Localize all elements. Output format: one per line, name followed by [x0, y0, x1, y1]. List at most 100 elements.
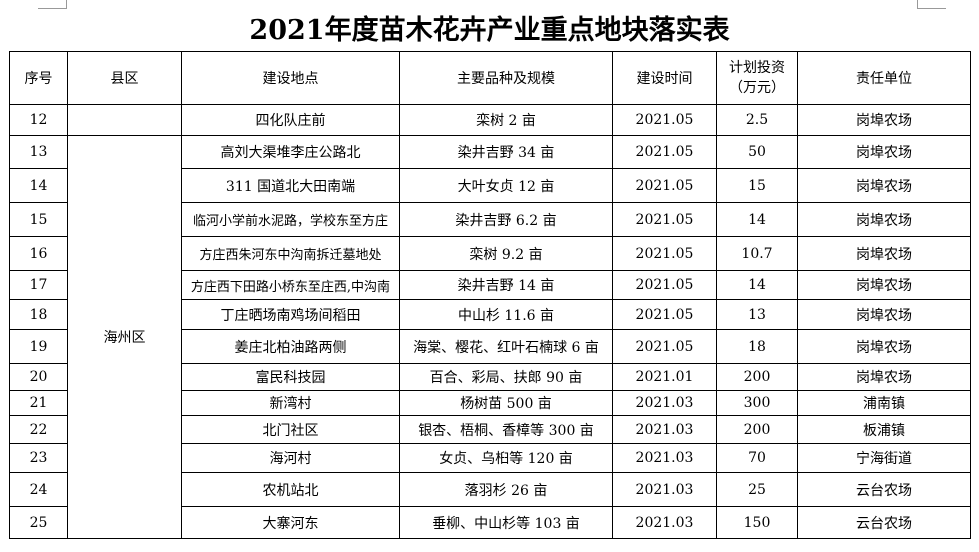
cell-investment: 70 [716, 443, 798, 473]
cell-time: 2021.03 [612, 472, 717, 507]
cell-investment: 150 [716, 506, 798, 539]
cell-location: 四化队庄前 [181, 104, 400, 136]
table-row: 12 四化队庄前 栾树 2 亩 2021.05 2.5 岗埠农场 [9, 104, 971, 136]
table-row: 20 富民科技园 百合、彩局、扶郎 90 亩 2021.01 200 岗埠农场 [9, 363, 971, 391]
margin-mark-right [917, 0, 946, 9]
cell-location: 新湾村 [181, 390, 400, 416]
header-location: 建设地点 [181, 51, 400, 105]
table-row: 14 311 国道北大田南端 大叶女贞 12 亩 2021.05 15 岗埠农场 [9, 168, 971, 203]
cell-no: 24 [9, 472, 68, 507]
cell-investment: 14 [716, 202, 798, 237]
cell-county: 海州区 [67, 135, 182, 539]
cell-variety: 大叶女贞 12 亩 [399, 168, 613, 203]
header-unit: 责任单位 [797, 51, 971, 105]
cell-investment: 200 [716, 415, 798, 444]
cell-no: 15 [9, 202, 68, 237]
cell-time: 2021.05 [612, 329, 717, 364]
cell-time: 2021.05 [612, 135, 717, 169]
table-row: 19 姜庄北柏油路两侧 海棠、樱花、红叶石楠球 6 亩 2021.05 18 岗埠农场 [9, 329, 971, 364]
cell-unit: 岗埠农场 [797, 299, 971, 330]
page-title: 2021年度苗木花卉产业重点地块落实表 [249, 15, 730, 46]
cell-time: 2021.05 [612, 299, 717, 330]
cell-location: 311 国道北大田南端 [181, 168, 400, 203]
cell-unit: 岗埠农场 [797, 329, 971, 364]
cell-no: 16 [9, 236, 68, 271]
cell-time: 2021.01 [612, 363, 717, 391]
table-row: 16 方庄西朱河东中沟南拆迁墓地处 栾树 9.2 亩 2021.05 10.7 岗埠农场 [9, 236, 971, 271]
cell-no: 17 [9, 270, 68, 300]
cell-investment: 300 [716, 390, 798, 416]
cell-no: 21 [9, 390, 68, 416]
cell-location: 富民科技园 [181, 363, 400, 391]
cell-unit: 岗埠农场 [797, 236, 971, 271]
table-row: 18 丁庄晒场南鸡场间稻田 中山杉 11.6 亩 2021.05 13 岗埠农场 [9, 299, 971, 330]
cell-no: 23 [9, 443, 68, 473]
cell-investment: 2.5 [716, 104, 798, 136]
table-row: 24 农机站北 落羽杉 26 亩 2021.03 25 云台农场 [9, 472, 971, 507]
cell-variety: 百合、彩局、扶郎 90 亩 [399, 363, 613, 391]
cell-investment: 13 [716, 299, 798, 330]
cell-no: 22 [9, 415, 68, 444]
table-row: 15 临河小学前水泥路，学校东至方庄 染井吉野 6.2 亩 2021.05 14 岗埠农场 [9, 202, 971, 237]
cell-investment: 14 [716, 270, 798, 300]
cell-location: 大寨河东 [181, 506, 400, 539]
header-row: 序号 县区 建设地点 主要品种及规模 建设时间 计划投资（万元） 责任单位 [9, 51, 971, 105]
cell-time: 2021.03 [612, 506, 717, 539]
nursery-plots-table: 序号 县区 建设地点 主要品种及规模 建设时间 计划投资（万元） 责任单位 12… [9, 51, 971, 539]
cell-no: 19 [9, 329, 68, 364]
cell-time: 2021.05 [612, 202, 717, 237]
cell-investment: 18 [716, 329, 798, 364]
cell-location: 高刘大渠堆李庄公路北 [181, 135, 400, 169]
cell-variety: 垂柳、中山杉等 103 亩 [399, 506, 613, 539]
cell-variety: 栾树 9.2 亩 [399, 236, 613, 271]
cell-no: 13 [9, 135, 68, 169]
cell-time: 2021.05 [612, 270, 717, 300]
cell-no: 12 [9, 104, 68, 136]
cell-no: 18 [9, 299, 68, 330]
cell-unit: 岗埠农场 [797, 168, 971, 203]
cell-location: 方庄西朱河东中沟南拆迁墓地处 [181, 236, 400, 271]
cell-variety: 染井吉野 34 亩 [399, 135, 613, 169]
cell-time: 2021.05 [612, 236, 717, 271]
cell-unit: 岗埠农场 [797, 270, 971, 300]
header-county: 县区 [67, 51, 182, 105]
header-no: 序号 [9, 51, 68, 105]
cell-no: 25 [9, 506, 68, 539]
cell-unit: 岗埠农场 [797, 104, 971, 136]
cell-unit: 云台农场 [797, 506, 971, 539]
cell-time: 2021.05 [612, 168, 717, 203]
cell-investment: 15 [716, 168, 798, 203]
cell-county-empty [67, 104, 182, 136]
cell-variety: 染井吉野 14 亩 [399, 270, 613, 300]
cell-unit: 云台农场 [797, 472, 971, 507]
cell-unit: 岗埠农场 [797, 202, 971, 237]
header-variety: 主要品种及规模 [399, 51, 613, 105]
table-row: 23 海河村 女贞、乌桕等 120 亩 2021.03 70 宁海街道 [9, 443, 971, 473]
cell-location: 姜庄北柏油路两侧 [181, 329, 400, 364]
table-row: 17 方庄西下田路小桥东至庄西,中沟南 染井吉野 14 亩 2021.05 14 岗埠农场 [9, 270, 971, 300]
cell-investment: 200 [716, 363, 798, 391]
cell-variety: 女贞、乌桕等 120 亩 [399, 443, 613, 473]
cell-unit: 浦南镇 [797, 390, 971, 416]
header-investment: 计划投资（万元） [716, 51, 798, 105]
cell-variety: 中山杉 11.6 亩 [399, 299, 613, 330]
cell-location: 农机站北 [181, 472, 400, 507]
table-row: 21 新湾村 杨树苗 500 亩 2021.03 300 浦南镇 [9, 390, 971, 416]
cell-time: 2021.05 [612, 104, 717, 136]
margin-mark-left [38, 0, 67, 9]
cell-no: 14 [9, 168, 68, 203]
cell-unit: 岗埠农场 [797, 363, 971, 391]
cell-investment: 10.7 [716, 236, 798, 271]
cell-location: 北门社区 [181, 415, 400, 444]
cell-location: 方庄西下田路小桥东至庄西,中沟南 [181, 270, 400, 300]
cell-unit: 宁海街道 [797, 443, 971, 473]
cell-variety: 海棠、樱花、红叶石楠球 6 亩 [399, 329, 613, 364]
cell-variety: 栾树 2 亩 [399, 104, 613, 136]
cell-location: 海河村 [181, 443, 400, 473]
table-row: 13 海州区 高刘大渠堆李庄公路北 染井吉野 34 亩 2021.05 50 岗埠农场 [9, 135, 971, 539]
header-time: 建设时间 [612, 51, 717, 105]
table-row: 25 大寨河东 垂柳、中山杉等 103 亩 2021.03 150 云台农场 [9, 506, 971, 539]
cell-time: 2021.03 [612, 390, 717, 416]
cell-no: 20 [9, 363, 68, 391]
cell-variety: 落羽杉 26 亩 [399, 472, 613, 507]
